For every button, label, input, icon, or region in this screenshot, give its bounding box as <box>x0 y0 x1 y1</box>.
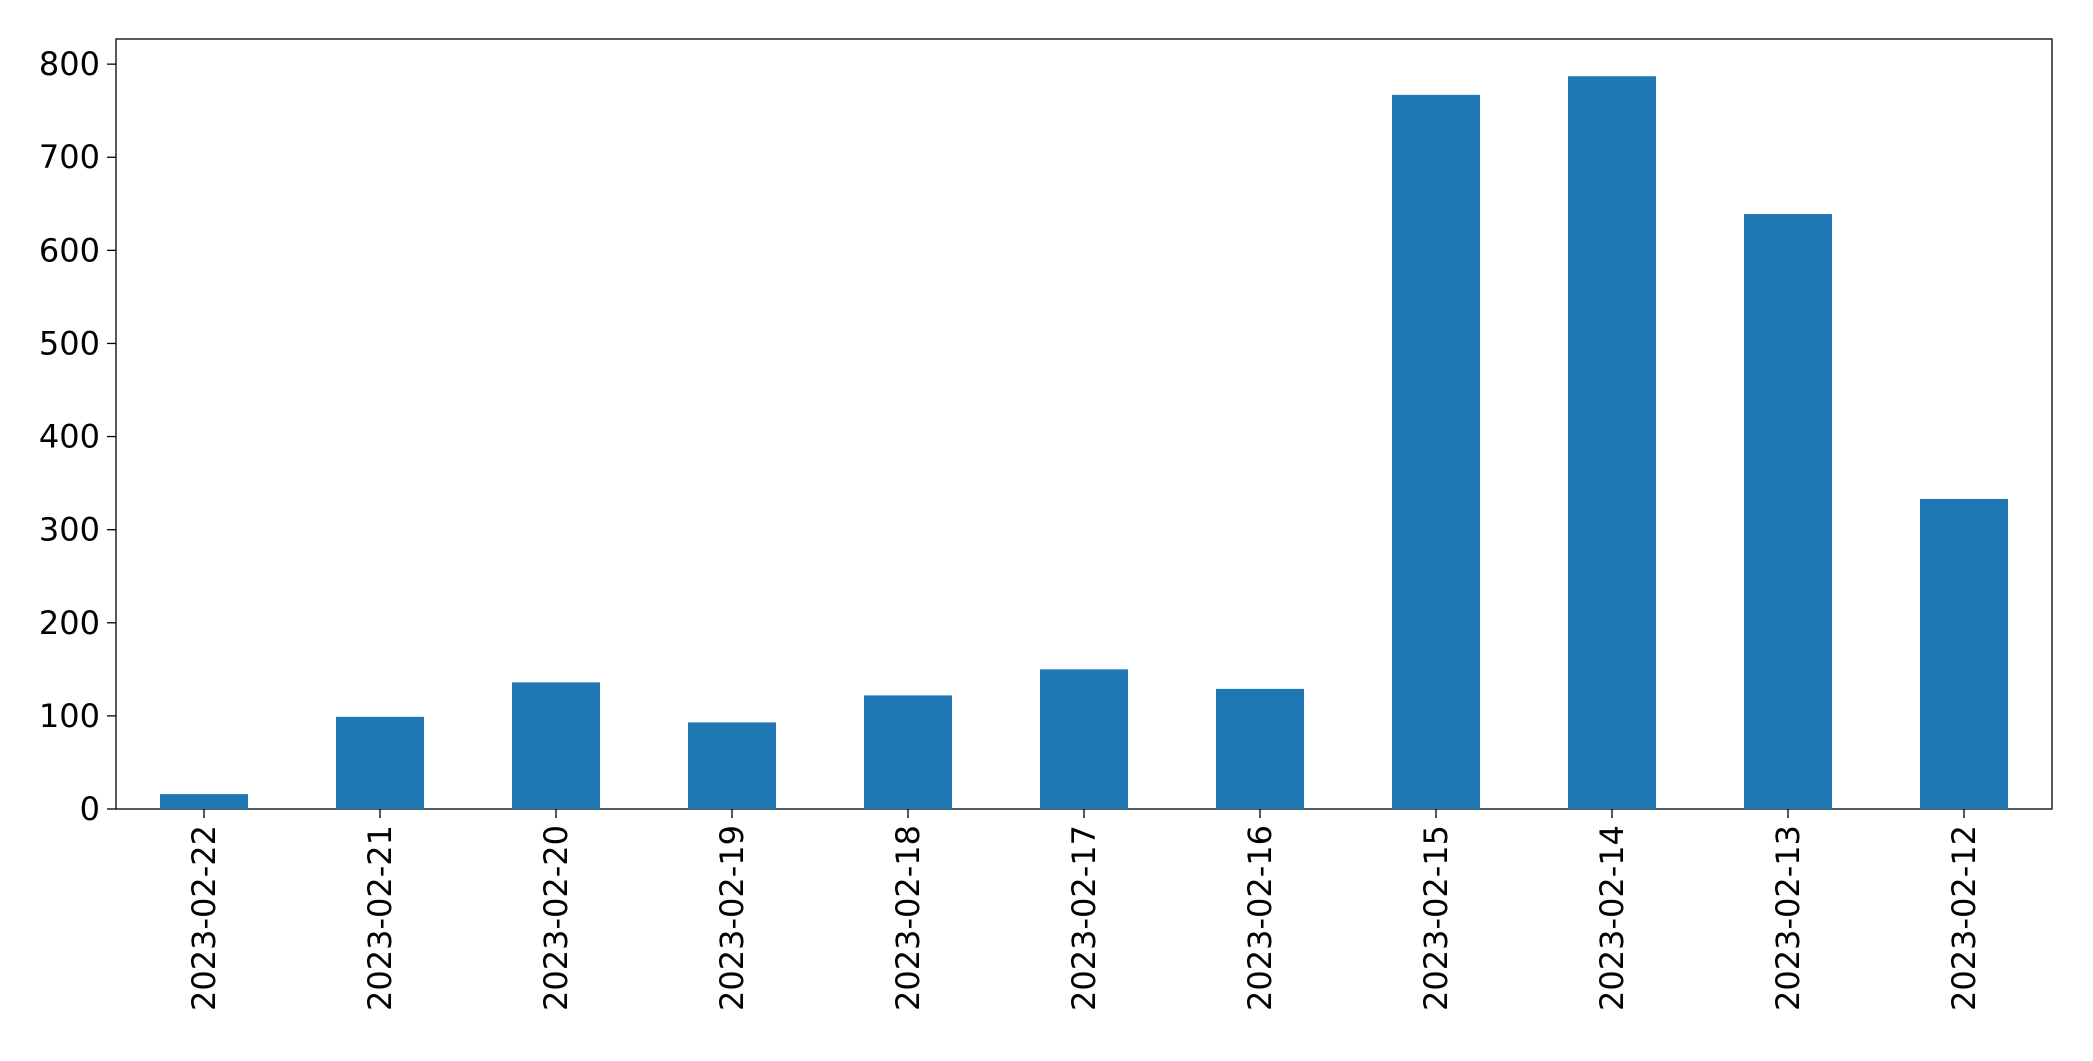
y-tick-label: 100 <box>39 697 100 735</box>
bar <box>1040 669 1128 809</box>
x-tick-label: 2023-02-20 <box>537 825 575 1011</box>
bar <box>336 716 424 809</box>
y-tick-label: 400 <box>39 418 100 456</box>
x-tick-label: 2023-02-13 <box>1769 825 1807 1011</box>
bar <box>688 722 776 809</box>
x-tick-label: 2023-02-22 <box>185 825 223 1011</box>
x-tick-label: 2023-02-12 <box>1945 825 1983 1011</box>
y-tick-label: 700 <box>39 138 100 176</box>
bar <box>864 695 952 809</box>
bar <box>512 682 600 809</box>
y-tick-label: 500 <box>39 324 100 362</box>
bar <box>1744 214 1832 809</box>
x-tick-label: 2023-02-18 <box>889 825 927 1011</box>
x-tick-label: 2023-02-17 <box>1065 825 1103 1011</box>
x-tick-label: 2023-02-15 <box>1417 825 1455 1011</box>
y-tick-label: 800 <box>39 45 100 83</box>
y-tick-label: 300 <box>39 511 100 549</box>
y-tick-label: 600 <box>39 231 100 269</box>
y-tick-label: 200 <box>39 604 100 642</box>
bar <box>1392 94 1480 810</box>
x-tick-label: 2023-02-14 <box>1593 825 1631 1011</box>
bar <box>1216 688 1304 809</box>
bar <box>1920 498 2008 809</box>
x-tick-label: 2023-02-19 <box>713 825 751 1011</box>
x-tick-label: 2023-02-16 <box>1241 825 1279 1011</box>
bar <box>1568 76 1656 810</box>
y-tick-label: 0 <box>80 790 100 828</box>
bar <box>160 794 248 809</box>
x-tick-label: 2023-02-21 <box>361 825 399 1011</box>
